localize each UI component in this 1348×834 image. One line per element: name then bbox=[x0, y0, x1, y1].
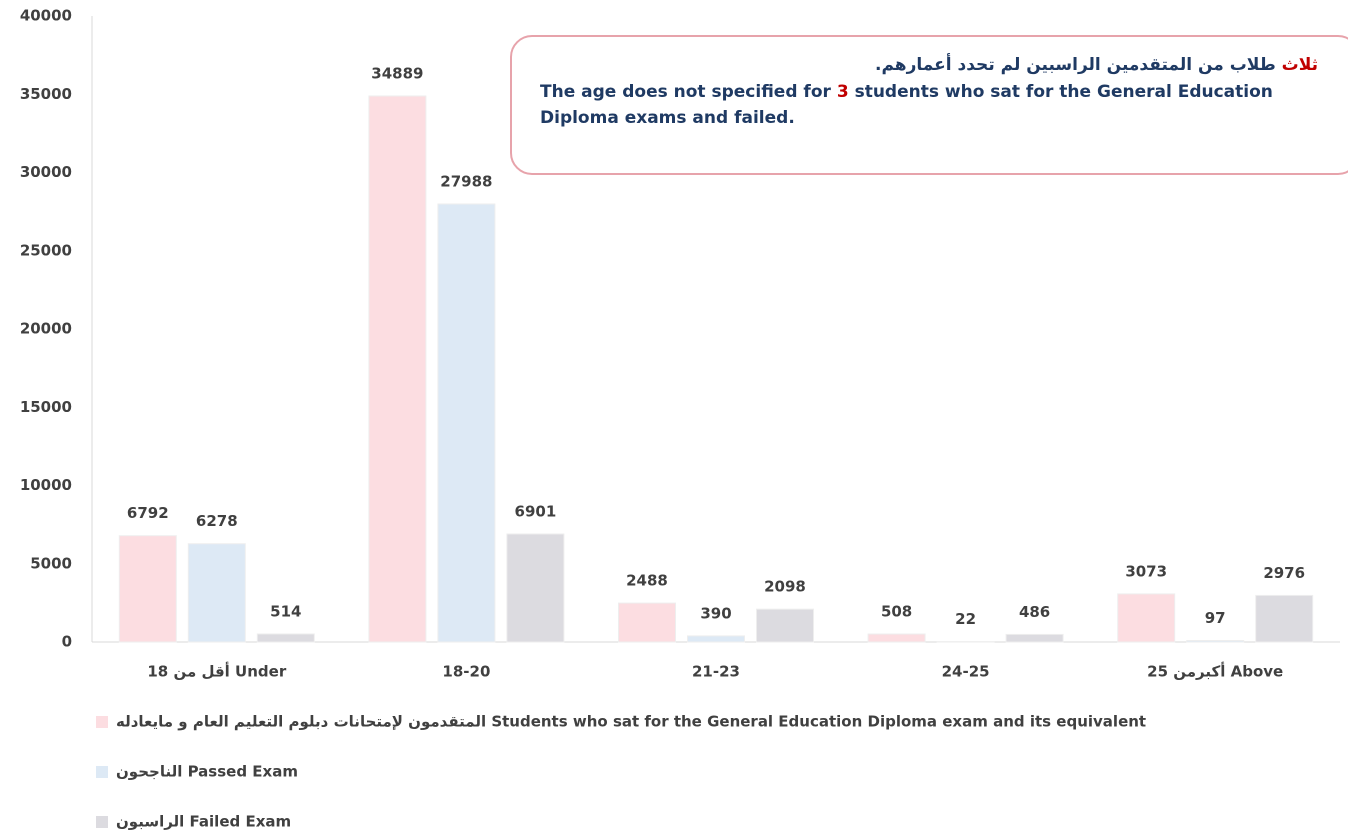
value-label: 2098 bbox=[764, 578, 806, 596]
value-label: 2976 bbox=[1263, 564, 1305, 582]
bar bbox=[618, 602, 676, 643]
value-label: 390 bbox=[700, 604, 731, 622]
value-label: 6278 bbox=[196, 512, 238, 530]
y-tick-label: 20000 bbox=[20, 320, 72, 338]
y-tick-label: 0 bbox=[62, 633, 72, 651]
x-tick-label: أقل من 18 Under bbox=[147, 662, 286, 681]
annotation-highlight: 3 bbox=[836, 82, 849, 102]
legend-swatch bbox=[96, 716, 108, 728]
value-label: 6792 bbox=[127, 504, 169, 522]
annotation-english: The age does not specified for 3 student… bbox=[540, 79, 1300, 131]
legend-label: الناجحون Passed Exam bbox=[116, 763, 298, 781]
bar bbox=[687, 635, 745, 643]
value-label: 22 bbox=[955, 610, 976, 628]
x-tick-label: 24-25 bbox=[942, 663, 990, 681]
x-tick-label: 21-23 bbox=[692, 663, 740, 681]
value-label: 514 bbox=[270, 602, 301, 620]
annotation-text: The age does not specified for bbox=[540, 82, 831, 102]
legend-swatch bbox=[96, 766, 108, 778]
y-tick-label: 40000 bbox=[20, 7, 72, 25]
bar bbox=[1255, 594, 1314, 643]
bar bbox=[756, 608, 814, 643]
y-tick-label: 10000 bbox=[20, 476, 72, 494]
value-label: 34889 bbox=[371, 64, 423, 82]
value-label: 3073 bbox=[1125, 562, 1167, 580]
bar bbox=[437, 203, 496, 643]
annotation-arabic: ثلاث طلاب من المتقدمين الراسبين لم تحدد … bbox=[540, 55, 1338, 75]
value-label: 508 bbox=[881, 603, 912, 621]
annotation: ثلاث طلاب من المتقدمين الراسبين لم تحدد … bbox=[510, 35, 1348, 175]
annotation-text: students who sat for the General Educati… bbox=[540, 82, 1273, 128]
bar bbox=[867, 633, 926, 643]
y-tick-label: 5000 bbox=[30, 554, 72, 572]
legend-swatch bbox=[96, 816, 108, 828]
value-label: 27988 bbox=[440, 172, 492, 190]
annotation-text: طلاب من المتقدمين الراسبين لم تحدد أعمار… bbox=[875, 55, 1276, 75]
value-label: 486 bbox=[1019, 603, 1050, 621]
bar bbox=[1186, 639, 1245, 643]
bar bbox=[187, 543, 246, 643]
value-label: 6901 bbox=[515, 502, 557, 520]
value-label: 97 bbox=[1205, 609, 1226, 627]
bar bbox=[506, 533, 565, 643]
x-tick-label: أكبرمن 25 Above bbox=[1147, 662, 1283, 681]
legend-label: المتقدمون لإمتحانات دبلوم التعليم العام … bbox=[116, 713, 1146, 731]
legend-label: الراسبون Failed Exam bbox=[116, 813, 291, 831]
y-tick-label: 30000 bbox=[20, 163, 72, 181]
bar bbox=[368, 95, 427, 643]
bar bbox=[1005, 633, 1064, 643]
annotation-highlight: ثلاث bbox=[1281, 55, 1318, 75]
y-tick-label: 15000 bbox=[20, 398, 72, 416]
value-label: 2488 bbox=[626, 572, 668, 590]
bar bbox=[1117, 593, 1176, 643]
y-tick-label: 25000 bbox=[20, 241, 72, 259]
x-tick-label: 18-20 bbox=[442, 663, 490, 681]
bar bbox=[118, 535, 177, 643]
y-tick-label: 35000 bbox=[20, 85, 72, 103]
bar bbox=[256, 633, 315, 643]
